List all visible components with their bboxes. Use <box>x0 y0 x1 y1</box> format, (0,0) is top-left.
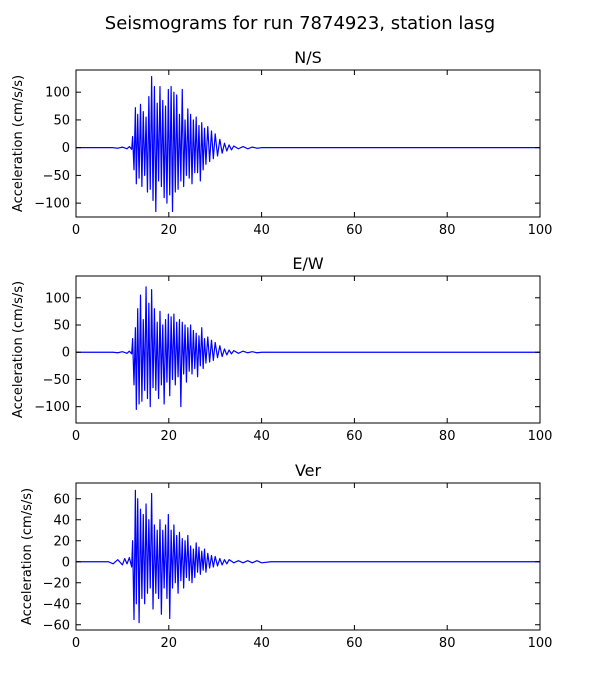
panel-ver: Ver 0 20 40 60 80 100 −60 −40 −20 0 20 40 60 Accelerat… <box>20 461 552 651</box>
y-tick-label-ver: 0 <box>62 555 70 570</box>
x-tick-label-ew: 60 <box>346 429 363 444</box>
x-tick-label-ns: 20 <box>161 223 178 238</box>
y-tick-label-ns: −50 <box>43 169 70 184</box>
x-tick-label-ver: 0 <box>72 636 80 651</box>
y-tick-label-ew: −50 <box>43 373 70 388</box>
y-tick-label-ver: 20 <box>53 534 70 549</box>
y-tick-label-ver: 60 <box>53 492 70 507</box>
panel-title-ew: E/W <box>292 254 324 273</box>
y-tick-label-ew: 0 <box>62 346 70 361</box>
x-tick-label-ew: 80 <box>439 429 456 444</box>
seismogram-trace-ns <box>76 76 540 213</box>
y-tick-label-ver: 40 <box>53 513 70 528</box>
x-tick-label-ver: 40 <box>253 636 270 651</box>
y-tick-label-ew: 50 <box>53 319 70 334</box>
y-tick-label-ns: 100 <box>45 86 70 101</box>
x-tick-label-ns: 80 <box>439 223 456 238</box>
x-tick-label-ver: 100 <box>528 636 553 651</box>
y-tick-label-ver: −40 <box>43 597 70 612</box>
y-axis-label-ew: Acceleration (cm/s/s) <box>11 281 26 418</box>
y-tick-label-ver: −60 <box>43 618 70 633</box>
y-tick-label-ver: −20 <box>43 576 70 591</box>
panels: N/S 0 20 40 60 80 100 −100 −50 0 50 100 Acceleration… <box>11 48 552 651</box>
x-tick-label-ew: 100 <box>528 429 553 444</box>
panel-title-ns: N/S <box>294 48 322 67</box>
panel-ew: E/W 0 20 40 60 80 100 −100 −50 0 50 100 Acceleration… <box>11 254 552 444</box>
x-tick-label-ns: 60 <box>346 223 363 238</box>
y-tick-label-ew: 100 <box>45 291 70 306</box>
panel-title-ver: Ver <box>295 461 322 480</box>
seismogram-trace-ver <box>76 489 540 624</box>
x-tick-label-ver: 20 <box>161 636 178 651</box>
y-axis-label-ver: Acceleration (cm/s/s) <box>20 488 35 625</box>
x-tick-label-ver: 80 <box>439 636 456 651</box>
y-tick-label-ns: 50 <box>53 113 70 128</box>
x-tick-label-ew: 20 <box>161 429 178 444</box>
x-tick-label-ns: 100 <box>528 223 553 238</box>
y-tick-label-ns: 0 <box>62 141 70 156</box>
x-tick-label-ns: 40 <box>253 223 270 238</box>
axes-frame-ns <box>75 69 541 218</box>
x-tick-label-ew: 0 <box>72 429 80 444</box>
seismogram-trace-ew <box>76 286 540 410</box>
panel-ns: N/S 0 20 40 60 80 100 −100 −50 0 50 100 Acceleration… <box>11 48 552 238</box>
y-tick-label-ew: −100 <box>34 400 70 415</box>
x-tick-label-ns: 0 <box>72 223 80 238</box>
figure-title: Seismograms for run 7874923, station las… <box>105 13 495 34</box>
x-tick-label-ver: 60 <box>346 636 363 651</box>
axes-frame-ver <box>75 482 541 631</box>
axes-frame-ew <box>75 275 541 424</box>
y-axis-label-ns: Acceleration (cm/s/s) <box>11 75 26 212</box>
y-tick-label-ns: −100 <box>34 197 70 212</box>
x-tick-label-ew: 40 <box>253 429 270 444</box>
